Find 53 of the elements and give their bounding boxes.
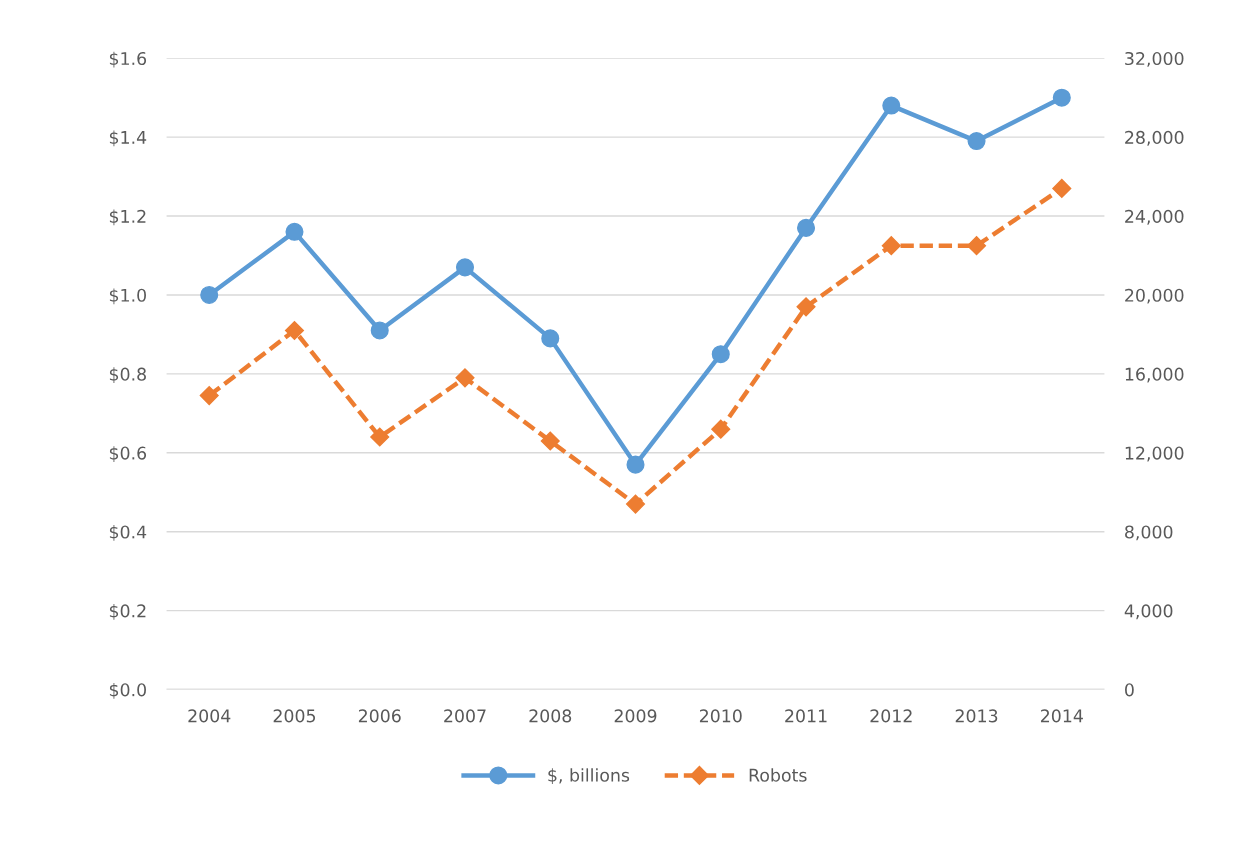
x-tick-label: 2008	[529, 709, 572, 723]
point	[711, 419, 731, 439]
point	[625, 494, 646, 514]
y2-tick-label: 24,000	[1125, 209, 1184, 225]
point	[967, 132, 986, 151]
point	[370, 427, 390, 447]
y2-tick-label: 8,000	[1125, 525, 1173, 541]
y-tick-label: $0.6	[109, 446, 147, 462]
point	[626, 455, 645, 474]
point	[541, 329, 560, 348]
y-tick-label: $1.6	[109, 51, 147, 68]
point	[199, 386, 219, 406]
y2-tick-label: 32,000	[1125, 51, 1184, 67]
x-tick-label: 2004	[188, 709, 231, 723]
y2-tick-label: 0	[1125, 683, 1134, 697]
point	[796, 218, 816, 237]
x-tick-label: 2010	[699, 709, 742, 723]
point	[796, 297, 816, 317]
x-tick-label: 2014	[1040, 709, 1083, 723]
y-tick-label: $1.0	[109, 288, 146, 305]
point	[285, 222, 304, 241]
x-tick-label: 2013	[955, 709, 998, 723]
y-tick-label: $1.4	[109, 130, 147, 147]
y-tick-label: $0.0	[109, 682, 146, 699]
y2-tick-label: 16,000	[1125, 367, 1184, 383]
y-tick-label: $0.2	[109, 604, 146, 620]
point	[540, 431, 560, 451]
legend-label: Robots	[749, 768, 807, 782]
point	[1052, 88, 1071, 107]
point	[200, 285, 219, 305]
x-tick-label: 2012	[870, 709, 912, 723]
x-tick-label: 2005	[273, 709, 316, 723]
point	[882, 96, 901, 115]
legend-label: $, billions	[548, 768, 630, 785]
point	[455, 368, 475, 388]
y-tick-label: $1.2	[109, 209, 146, 226]
y-tick-label: $0.8	[109, 367, 146, 384]
x-tick-label: 2009	[614, 709, 657, 723]
x-tick-label: 2006	[358, 709, 401, 723]
point	[284, 320, 305, 341]
x-tick-label: 2011	[785, 709, 827, 723]
y2-tick-label: 28,000	[1125, 130, 1184, 146]
y2-tick-label: 20,000	[1125, 288, 1184, 304]
y2-tick-label: 4,000	[1124, 604, 1173, 620]
point	[1052, 178, 1072, 198]
point	[370, 321, 389, 340]
y-tick-label: $0.4	[109, 525, 147, 541]
point	[455, 258, 475, 277]
point	[711, 345, 730, 364]
y2-tick-label: 12,000	[1125, 446, 1184, 462]
point	[881, 236, 901, 256]
point	[967, 236, 987, 256]
x-tick-label: 2007	[444, 709, 486, 723]
